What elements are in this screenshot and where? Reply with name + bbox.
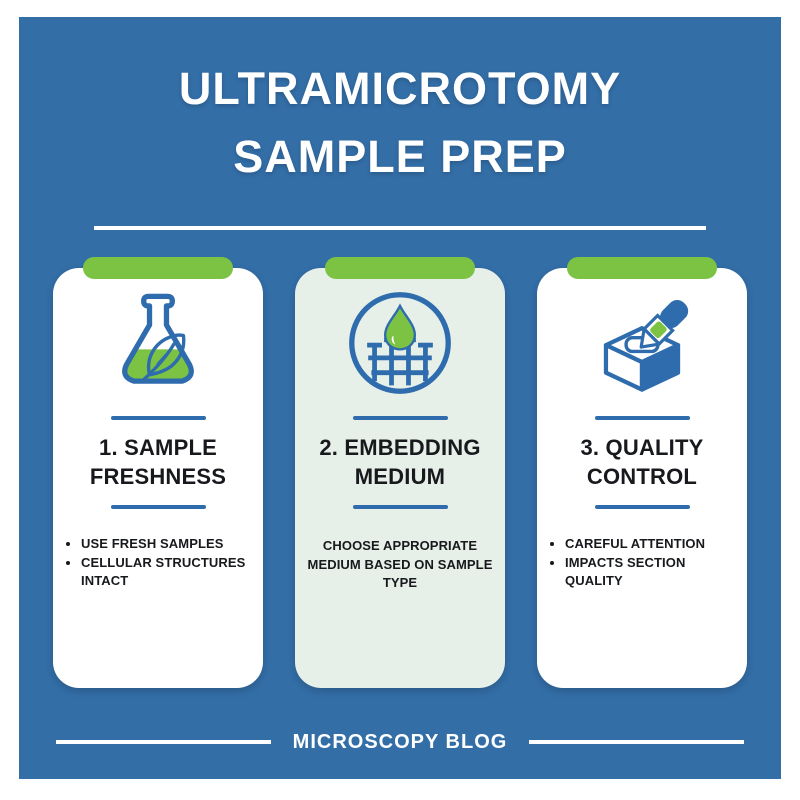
- grid-droplet-icon: [349, 292, 451, 394]
- blue-panel: ULTRAMICROTOMY SAMPLE PREP: [19, 17, 781, 779]
- bullet-item: IMPACTS SECTION QUALITY: [565, 554, 743, 591]
- card-title: 3. QUALITY CONTROL: [580, 435, 704, 489]
- card-divider-top: [352, 416, 448, 420]
- bullet-item: CELLULAR STRUCTURES INTACT: [81, 554, 259, 591]
- page-title: ULTRAMICROTOMY SAMPLE PREP: [19, 55, 781, 190]
- footer-line-right: [529, 740, 744, 744]
- card-title: 1. SAMPLE FRESHNESS: [89, 435, 227, 489]
- card-embedding-medium: 2. EMBEDDING MEDIUM CHOOSE APPROPRIATE M…: [295, 257, 505, 688]
- card-divider-top: [110, 416, 206, 420]
- card-bullet-list: CAREFUL ATTENTION IMPACTS SECTION QUALIT…: [537, 535, 747, 590]
- card-body-text: CHOOSE APPROPRIATE MEDIUM BASED ON SAMPL…: [307, 538, 493, 591]
- card-divider-bottom: [594, 505, 690, 510]
- card-divider-bottom: [352, 505, 448, 510]
- header-divider: [94, 226, 706, 230]
- footer-line-left: [56, 740, 271, 744]
- knife-box-icon: [603, 300, 689, 392]
- bullet-item: USE FRESH SAMPLES: [81, 535, 259, 553]
- bullet-item: CAREFUL ATTENTION: [565, 535, 743, 553]
- card-sample-freshness: 1. SAMPLE FRESHNESS USE FRESH SAMPLES CE…: [53, 257, 263, 688]
- footer: MICROSCOPY BLOG: [56, 729, 744, 755]
- card-top-accent: [567, 257, 717, 279]
- page-title-line1: ULTRAMICROTOMY: [178, 63, 622, 114]
- card-divider-top: [594, 416, 690, 420]
- card-top-accent: [83, 257, 233, 279]
- card-top-accent: [325, 257, 475, 279]
- card-bullet-list: USE FRESH SAMPLES CELLULAR STRUCTURES IN…: [53, 535, 263, 590]
- card-title: 2. EMBEDDING MEDIUM: [319, 435, 481, 489]
- card-divider-bottom: [110, 505, 206, 510]
- footer-label: MICROSCOPY BLOG: [292, 730, 508, 753]
- cards-row: 1. SAMPLE FRESHNESS USE FRESH SAMPLES CE…: [53, 257, 747, 688]
- card-quality-control: 3. QUALITY CONTROL CAREFUL ATTENTION IMP…: [537, 257, 747, 688]
- flask-leaf-icon: [122, 293, 194, 384]
- page-title-line2: SAMPLE PREP: [233, 130, 567, 182]
